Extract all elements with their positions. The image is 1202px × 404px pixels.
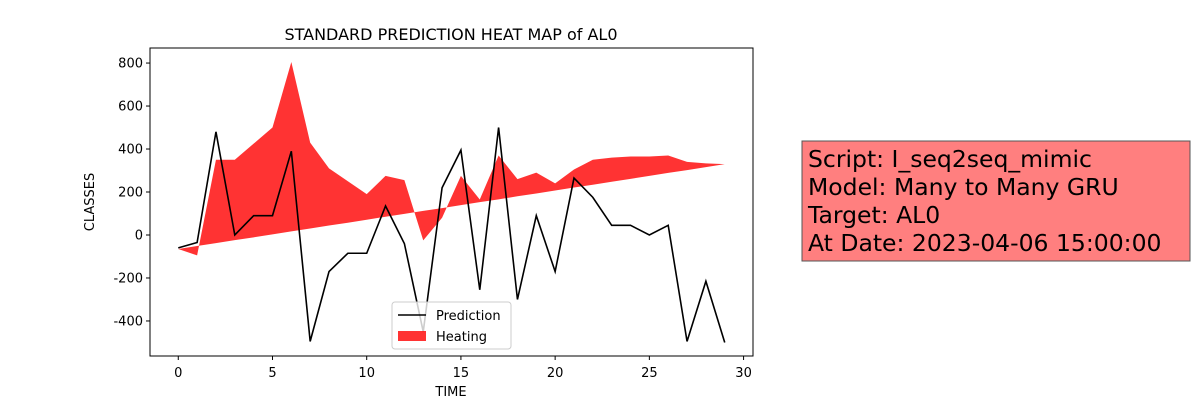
x-tick-label: 10	[358, 366, 375, 381]
annotation-line: Model: Many to Many GRU	[808, 173, 1119, 201]
y-axis-label: CLASSES	[83, 173, 98, 231]
annotation-line: Script: I_seq2seq_mimic	[808, 145, 1092, 173]
heating-area	[178, 61, 725, 256]
y-tick-label: 600	[118, 100, 143, 115]
x-tick-label: 30	[735, 366, 752, 381]
annotation-box	[801, 140, 1191, 262]
x-tick-label: 5	[268, 366, 276, 381]
y-tick-label: 200	[118, 186, 143, 201]
prediction-line	[178, 127, 726, 343]
x-tick-label: 25	[641, 366, 658, 381]
x-axis-label: TIME	[434, 385, 466, 400]
legend-swatch	[398, 331, 426, 341]
y-tick-label: -200	[113, 271, 143, 286]
chart-title: STANDARD PREDICTION HEAT MAP of AL0	[284, 25, 617, 44]
y-tick-label: 0	[135, 228, 143, 243]
x-tick-label: 0	[174, 366, 182, 381]
plot-frame	[149, 47, 754, 357]
x-tick-label: 15	[453, 366, 470, 381]
x-tick-label: 20	[547, 366, 564, 381]
annotation-line: At Date: 2023-04-06 15:00:00	[808, 229, 1162, 257]
y-tick-label: -400	[113, 314, 143, 329]
annotation-line: Target: AL0	[807, 201, 940, 229]
y-tick-label: 400	[118, 143, 143, 158]
legend-label: Heating	[436, 330, 487, 345]
legend-label: Prediction	[436, 309, 501, 324]
y-tick-label: 800	[118, 57, 143, 72]
